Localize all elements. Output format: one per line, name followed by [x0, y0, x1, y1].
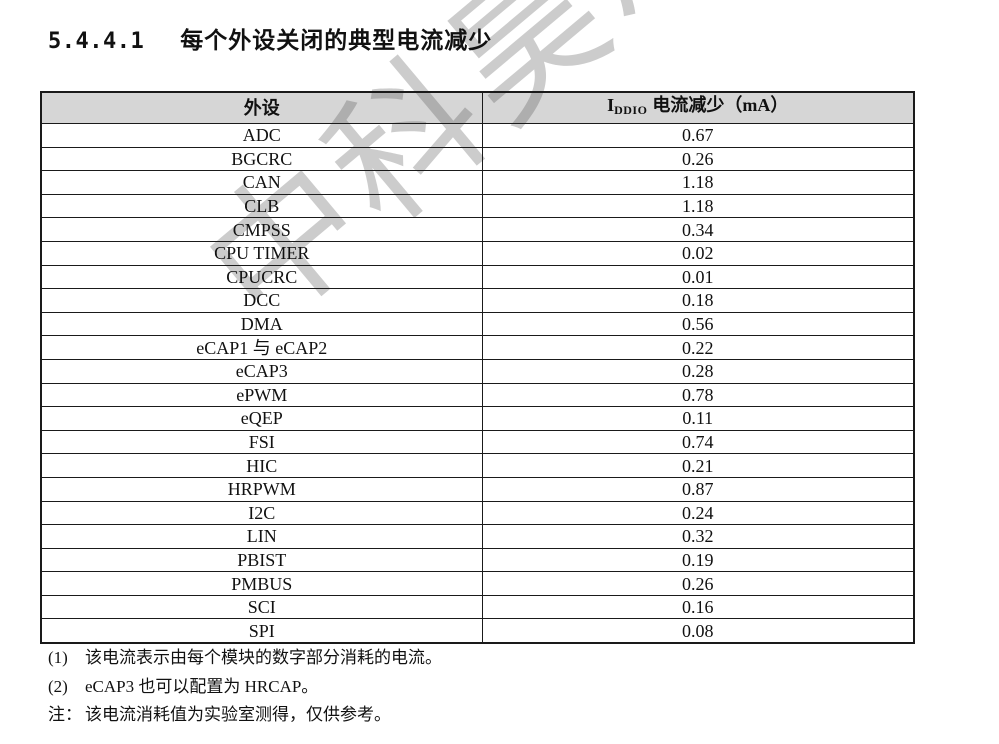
- value-cell: 0.24: [481, 500, 915, 526]
- footnote-label: (2): [48, 676, 68, 696]
- table-row: ePWM 0.78: [40, 382, 915, 408]
- value-cell: 0.26: [481, 571, 915, 596]
- table-row: eCAP1 与 eCAP2 0.22: [40, 335, 915, 360]
- footnote: (1) 该电流表示由每个模块的数字部分消耗的电流。: [48, 644, 442, 673]
- value-cell: 0.01: [481, 264, 915, 290]
- peripheral-cell: eCAP1 与 eCAP2: [40, 335, 483, 360]
- value-cell: 0.78: [481, 382, 915, 408]
- footnotes: (1) 该电流表示由每个模块的数字部分消耗的电流。 (2) eCAP3 也可以配…: [48, 644, 442, 730]
- table-row: CAN 1.18: [40, 170, 915, 195]
- peripheral-cell: eQEP: [40, 406, 483, 431]
- table-row: CLB 1.18: [40, 193, 915, 219]
- value-cell: 0.18: [481, 288, 915, 313]
- value-cell: 0.56: [481, 311, 915, 337]
- value-cell: 0.08: [481, 618, 915, 644]
- value-cell: 0.16: [481, 594, 915, 620]
- peripheral-cell: CLB: [40, 193, 483, 219]
- peripheral-cell: SCI: [40, 594, 483, 620]
- table-row: eCAP3 0.28: [40, 358, 915, 384]
- table-row: PBIST 0.19: [40, 547, 915, 573]
- table-row: HIC 0.21: [40, 453, 915, 478]
- value-cell: 1.18: [481, 170, 915, 195]
- table-row: SCI 0.16: [40, 594, 915, 620]
- table-row: I2C 0.24: [40, 500, 915, 526]
- peripheral-cell: CMPSS: [40, 217, 483, 242]
- footnote-text: 该电流表示由每个模块的数字部分消耗的电流。: [85, 648, 442, 667]
- table-row: CPUCRC 0.01: [40, 264, 915, 290]
- section-heading: 5.4.4.1 每个外设关闭的典型电流减少: [48, 21, 492, 55]
- table-row: PMBUS 0.26: [40, 571, 915, 596]
- table-row: DCC 0.18: [40, 288, 915, 313]
- peripheral-current-table: 外设 IDDIO 电流减少（mA） ADC 0.67 BGCRC 0.26 CAN…: [40, 91, 915, 645]
- peripheral-cell: PMBUS: [40, 571, 483, 596]
- value-cell: 0.02: [481, 240, 915, 266]
- peripheral-cell: PBIST: [40, 547, 483, 573]
- table-row: CPU TIMER 0.02: [40, 240, 915, 266]
- table-row: CMPSS 0.34: [40, 217, 915, 242]
- table-row: SPI 0.08: [40, 618, 915, 644]
- footnote-label: (1): [48, 648, 68, 667]
- value-cell: 0.19: [481, 547, 915, 573]
- section-title: 每个外设关闭的典型电流减少: [180, 27, 493, 53]
- table-row: HRPWM 0.87: [40, 476, 915, 502]
- value-cell: 0.22: [481, 335, 915, 360]
- value-cell: 0.26: [481, 146, 915, 172]
- table-row: eQEP 0.11: [40, 406, 915, 431]
- peripheral-cell: LIN: [40, 524, 483, 549]
- peripheral-cell: HIC: [40, 453, 483, 478]
- table-body: ADC 0.67 BGCRC 0.26 CAN 1.18 CLB 1.18 CM…: [40, 123, 915, 644]
- table-head: 外设 IDDIO 电流减少（mA）: [40, 91, 915, 124]
- value-cell: 0.67: [481, 123, 915, 148]
- value-cell: 0.34: [481, 217, 915, 242]
- peripheral-cell: SPI: [40, 618, 483, 644]
- value-cell: 0.74: [481, 429, 915, 455]
- peripheral-cell: ADC: [40, 123, 483, 148]
- peripheral-cell: DCC: [40, 288, 483, 313]
- peripheral-cell: ePWM: [40, 382, 483, 408]
- table-row: BGCRC 0.26: [40, 146, 915, 172]
- table-row: ADC 0.67: [40, 123, 915, 148]
- value-cell: 0.21: [481, 453, 915, 478]
- peripheral-cell: CPUCRC: [40, 264, 483, 290]
- value-cell: 1.18: [481, 193, 915, 219]
- current-header-label: 电流减少（mA）: [652, 95, 789, 115]
- footnote-label: 注：: [48, 705, 82, 724]
- peripheral-cell: BGCRC: [40, 146, 483, 172]
- peripheral-cell: CPU TIMER: [40, 240, 483, 266]
- peripheral-cell: eCAP3: [40, 358, 483, 384]
- footnote: (2) eCAP3 也可以配置为 HRCAP。: [48, 673, 442, 702]
- table-header-row: 外设 IDDIO 电流减少（mA）: [40, 91, 915, 124]
- table-row: LIN 0.32: [40, 524, 915, 549]
- table-row: FSI 0.74: [40, 429, 915, 455]
- peripheral-cell: I2C: [40, 500, 483, 526]
- value-cell: 0.11: [481, 406, 915, 431]
- peripheral-cell: FSI: [40, 429, 483, 455]
- footnote: 注： 该电流消耗值为实验室测得，仅供参考。: [48, 701, 442, 730]
- current-column-header: IDDIO 电流减少（mA）: [481, 91, 915, 124]
- value-cell: 0.32: [481, 524, 915, 549]
- section-number: 5.4.4.1: [48, 29, 145, 54]
- iddio-subscript: DDIO: [614, 103, 648, 117]
- table-row: DMA 0.56: [40, 311, 915, 337]
- peripheral-cell: HRPWM: [40, 476, 483, 502]
- footnote-text: eCAP3 也可以配置为 HRCAP。: [85, 676, 319, 696]
- peripheral-cell: DMA: [40, 311, 483, 337]
- footnote-text: 该电流消耗值为实验室测得，仅供参考。: [85, 705, 391, 724]
- value-cell: 0.87: [481, 476, 915, 502]
- peripheral-column-header: 外设: [40, 91, 483, 124]
- peripheral-cell: CAN: [40, 170, 483, 195]
- value-cell: 0.28: [481, 358, 915, 384]
- iddio-symbol: I: [607, 95, 615, 115]
